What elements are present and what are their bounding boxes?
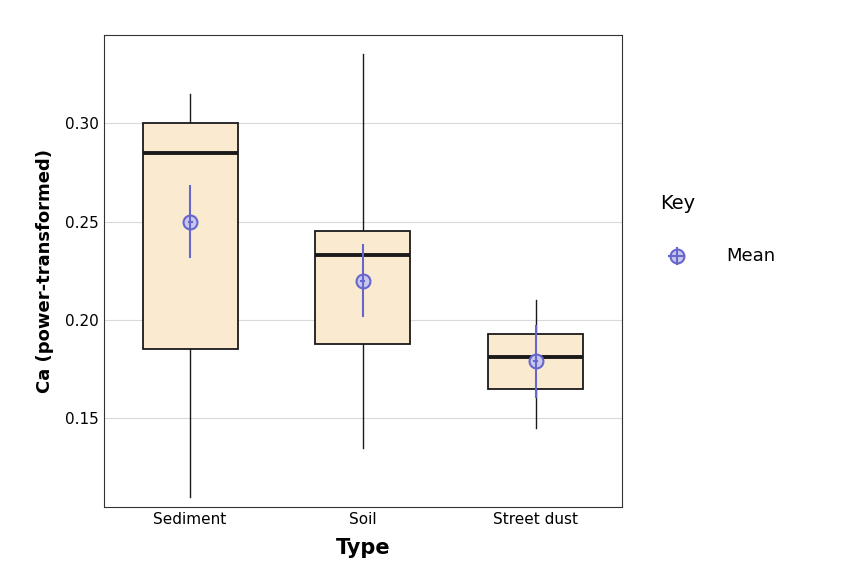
Bar	[315, 232, 410, 343]
Y-axis label: Ca (power-transformed): Ca (power-transformed)	[35, 149, 54, 393]
Bar	[143, 123, 238, 350]
X-axis label: Type: Type	[335, 538, 391, 558]
Text: Mean: Mean	[727, 247, 776, 266]
Text: Key: Key	[660, 195, 696, 213]
Bar	[488, 334, 583, 389]
